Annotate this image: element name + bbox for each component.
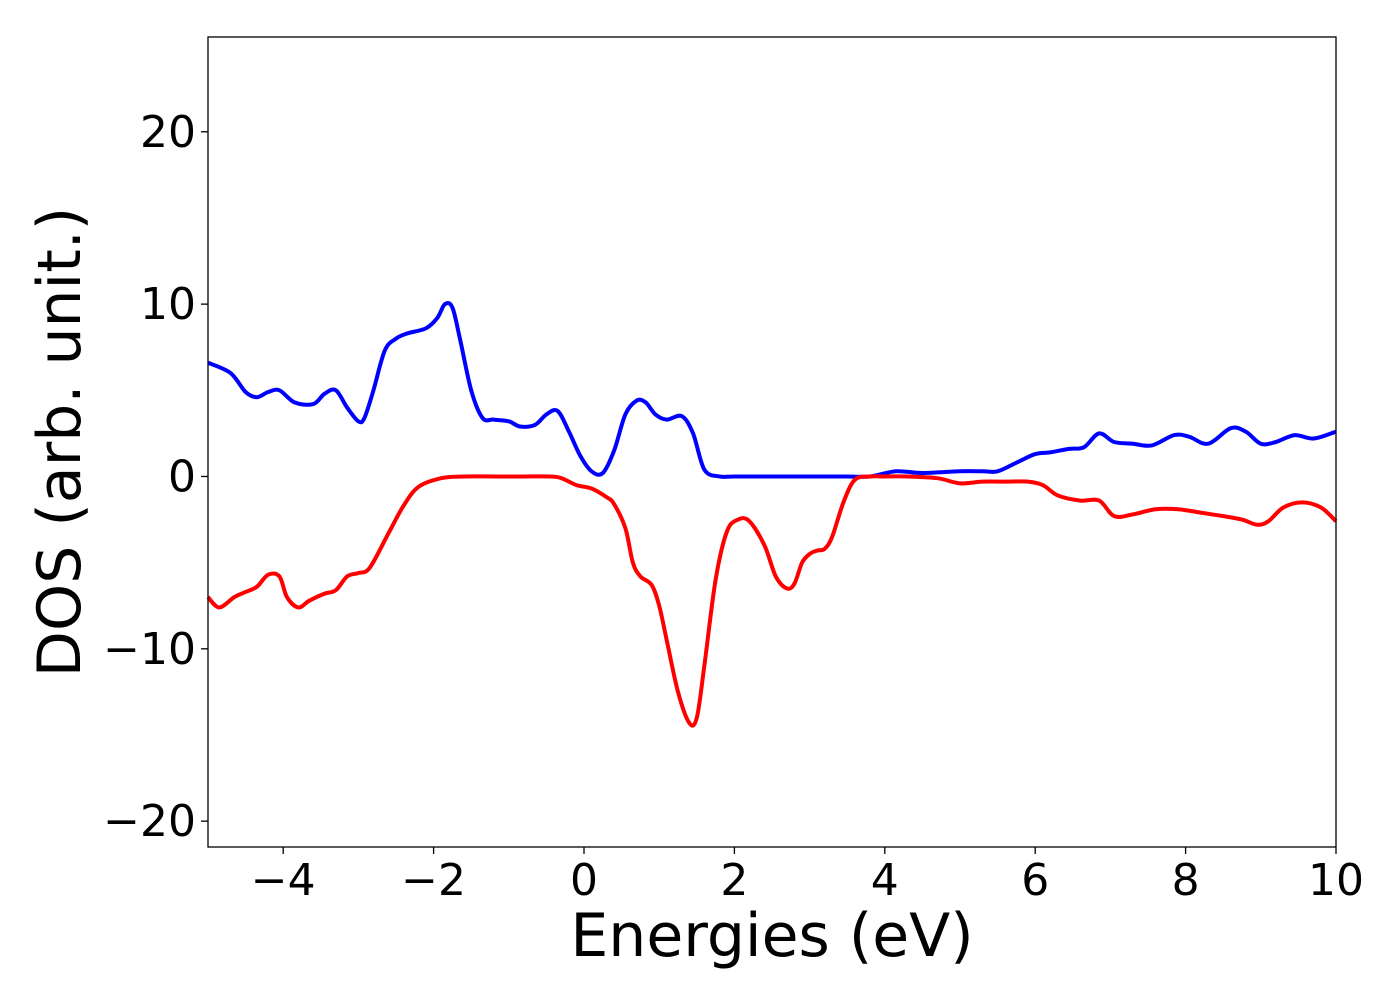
y-axis-title: DOS (arb. unit.) (25, 207, 95, 677)
x-tick-label: 4 (871, 855, 899, 906)
y-tick-label: −20 (103, 796, 196, 847)
x-tick-label: 10 (1308, 855, 1364, 906)
x-tick-label: 8 (1172, 855, 1200, 906)
y-tick-label: 10 (140, 279, 196, 330)
series-line-1 (207, 300, 1337, 479)
series-line-2 (206, 474, 1338, 728)
x-tick-label: 0 (570, 855, 598, 906)
x-tick-label: −2 (401, 855, 466, 906)
x-tick-label: 6 (1021, 855, 1049, 906)
x-tick-label: 2 (720, 855, 748, 906)
x-axis-title: Energies (eV) (570, 901, 973, 971)
y-tick-label: −10 (103, 624, 196, 675)
y-tick-label: 20 (140, 107, 196, 158)
x-tick-label: −4 (251, 855, 316, 906)
y-tick-label: 0 (168, 451, 196, 502)
plot-frame (207, 36, 1337, 848)
series-layer (206, 300, 1338, 728)
